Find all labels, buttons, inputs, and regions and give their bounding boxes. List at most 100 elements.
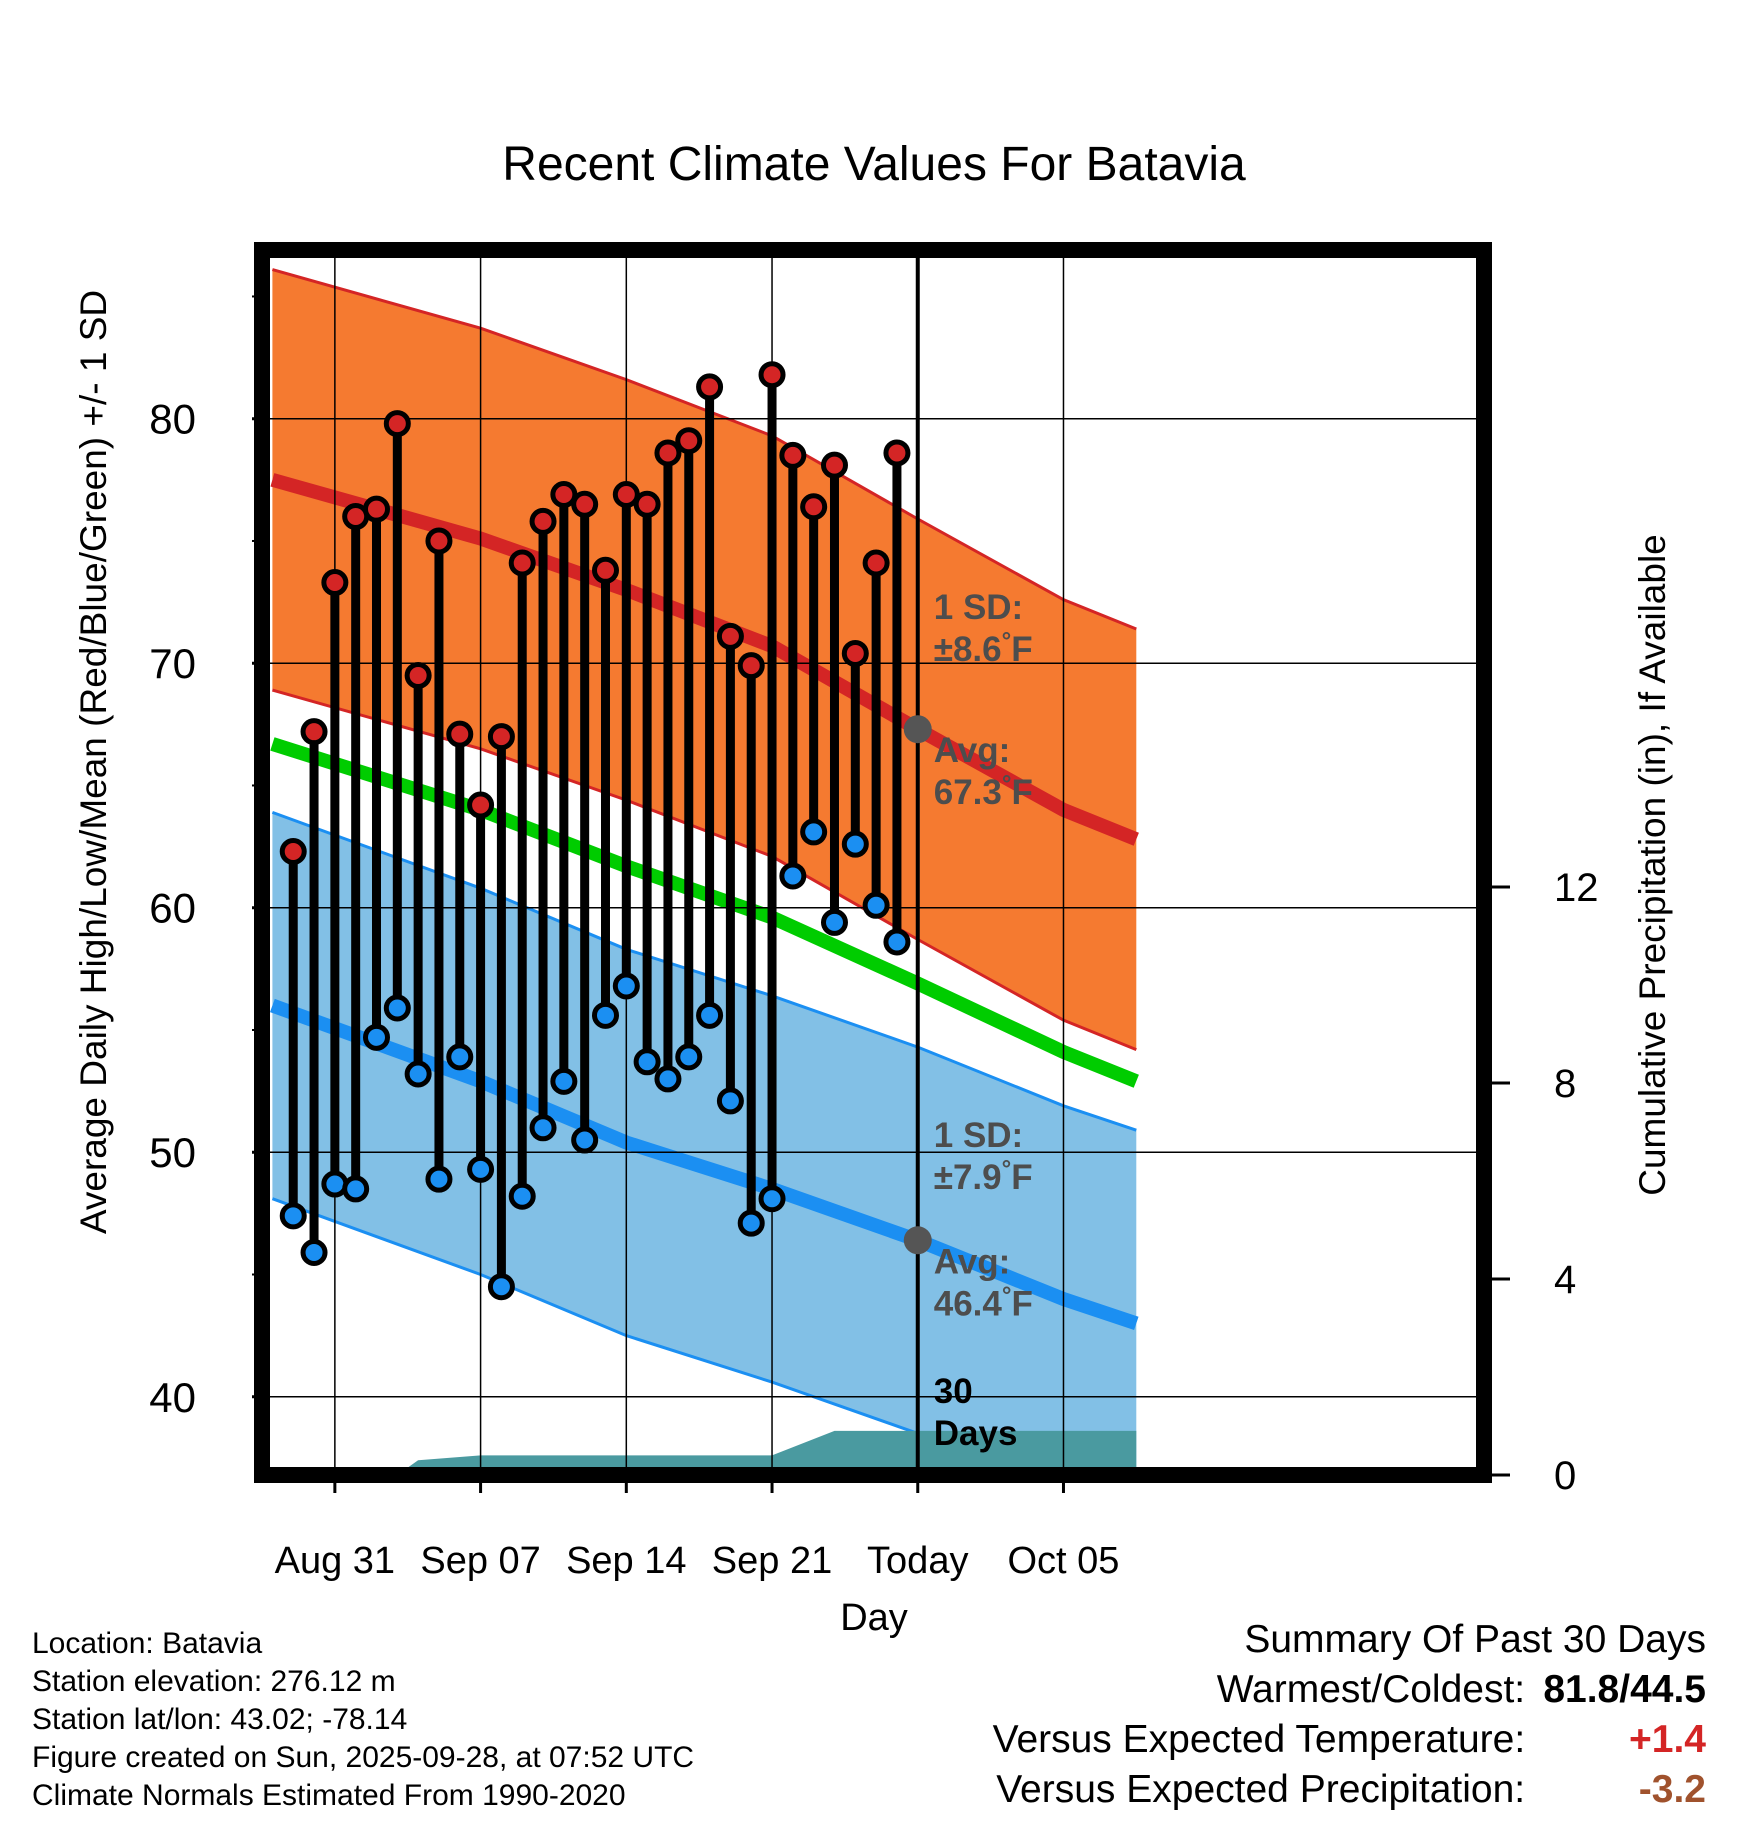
daily-high-point <box>508 549 536 577</box>
daily-low-point <box>383 994 411 1022</box>
daily-low-point <box>550 1067 578 1095</box>
low-sd-annotation-line2: ±7.9°F <box>934 1156 1033 1197</box>
daily-low-point <box>425 1165 453 1193</box>
daily-high-point <box>425 527 453 555</box>
y-tick-label: 50 <box>149 1129 196 1176</box>
daily-high-point <box>383 410 411 438</box>
daily-low-point <box>446 1043 474 1071</box>
daily-high-point <box>675 427 703 455</box>
daily-high-point <box>883 439 911 467</box>
days-annotation-line1: 30 <box>934 1372 973 1411</box>
daily-low-point <box>716 1087 744 1115</box>
daily-high-point <box>779 441 807 469</box>
daily-low-point <box>529 1114 557 1142</box>
low-sd-annotation-line1: 1 SD: <box>934 1116 1023 1155</box>
daily-low-point <box>508 1182 536 1210</box>
daily-high-point <box>529 507 557 535</box>
x-tick-label: Oct 05 <box>1008 1540 1120 1582</box>
daily-high-point <box>279 837 307 865</box>
daily-low-point <box>300 1238 328 1266</box>
summary-temp-label: Versus Expected Temperature: <box>992 1718 1526 1761</box>
daily-high-point <box>550 481 578 509</box>
daily-low-point <box>612 972 640 1000</box>
today-normal-low-marker <box>903 1226 932 1255</box>
x-tick-label: Aug 31 <box>275 1540 395 1582</box>
y-tick-label: 40 <box>149 1374 196 1421</box>
summary-precip-value: -3.2 <box>1638 1768 1706 1811</box>
daily-high-point <box>467 791 495 819</box>
daily-high-point <box>300 718 328 746</box>
x-tick-label: Sep 14 <box>566 1540 686 1582</box>
daily-high-point <box>696 373 724 401</box>
precip-tick-label: 12 <box>1554 866 1599 910</box>
latlon-text: Station lat/lon: 43.02; -78.14 <box>32 1703 408 1736</box>
daily-low-point <box>342 1175 370 1203</box>
y-tick-label: 70 <box>149 640 196 687</box>
elevation-text: Station elevation: 276.12 m <box>32 1665 396 1698</box>
daily-high-point <box>800 493 828 521</box>
daily-low-point <box>467 1155 495 1183</box>
normals-text: Climate Normals Estimated From 1990-2020 <box>32 1779 626 1812</box>
daily-low-point <box>841 830 869 858</box>
daily-high-point <box>758 361 786 389</box>
y-tick-label: 60 <box>149 885 196 932</box>
x-tick-label: Today <box>867 1540 968 1582</box>
high-avg-annotation-line1: Avg: <box>934 731 1010 770</box>
summary-title: Summary Of Past 30 Days <box>1244 1618 1706 1661</box>
x-tick-label: Sep 07 <box>420 1540 540 1582</box>
daily-high-point <box>633 490 661 518</box>
daily-low-point <box>696 1001 724 1029</box>
daily-high-point <box>404 661 432 689</box>
daily-low-point <box>820 908 848 936</box>
daily-low-point <box>279 1202 307 1230</box>
daily-low-point <box>571 1126 599 1154</box>
summary-temp-value: +1.4 <box>1629 1718 1706 1761</box>
daily-high-point <box>862 549 890 577</box>
y-axis-label-right: Cumulative Precipitation (in), If Availa… <box>1632 534 1673 1196</box>
low-avg-annotation-line2: 46.4°F <box>934 1282 1033 1323</box>
summary-precip-row: Versus Expected Precipitation: -3.2 <box>996 1768 1706 1812</box>
x-axis-label: Day <box>840 1597 908 1639</box>
daily-low-point <box>591 1001 619 1029</box>
high-sd-annotation-line1: 1 SD: <box>934 588 1023 627</box>
daily-high-point <box>820 451 848 479</box>
precip-tick-label: 4 <box>1554 1258 1576 1302</box>
location-text: Location: Batavia <box>32 1627 263 1660</box>
low-avg-annotation-line1: Avg: <box>934 1242 1010 1281</box>
x-tick-label: Sep 21 <box>712 1540 832 1582</box>
high-sd-band <box>272 269 1137 1050</box>
daily-high-point <box>841 639 869 667</box>
precip-tick-label: 8 <box>1554 1062 1576 1106</box>
daily-high-point <box>612 481 640 509</box>
daily-low-point <box>487 1273 515 1301</box>
daily-low-point <box>404 1060 432 1088</box>
daily-high-point <box>591 556 619 584</box>
summary-precip-label: Versus Expected Precipitation: <box>996 1768 1526 1811</box>
high-avg-annotation-line2: 67.3°F <box>934 771 1033 812</box>
y-tick-label: 80 <box>149 396 196 443</box>
daily-high-point <box>487 723 515 751</box>
precip-area <box>272 1430 1137 1475</box>
daily-low-point <box>883 928 911 956</box>
daily-low-point <box>862 891 890 919</box>
daily-high-point <box>737 652 765 680</box>
daily-low-point <box>779 862 807 890</box>
created-text: Figure created on Sun, 2025-09-28, at 07… <box>32 1741 695 1774</box>
daily-low-point <box>633 1048 661 1076</box>
daily-low-point <box>758 1185 786 1213</box>
footer-info: Location: Batavia Station elevation: 276… <box>32 1625 694 1815</box>
plot-frame <box>254 242 1492 1483</box>
today-normal-high-marker <box>903 715 932 744</box>
daily-low-point <box>654 1065 682 1093</box>
daily-low-point <box>737 1209 765 1237</box>
summary-warmest-value: 81.8/44.5 <box>1543 1668 1706 1711</box>
daily-high-point <box>446 720 474 748</box>
daily-high-point <box>716 622 744 650</box>
daily-high-point <box>321 569 349 597</box>
summary-warmest-row: Warmest/Coldest: 81.8/44.5 <box>1217 1668 1706 1712</box>
y-axis-label: Average Daily High/Low/Mean (Red/Blue/Gr… <box>73 290 114 1234</box>
daily-low-point <box>675 1043 703 1071</box>
daily-high-point <box>362 495 390 523</box>
daily-high-point <box>654 439 682 467</box>
